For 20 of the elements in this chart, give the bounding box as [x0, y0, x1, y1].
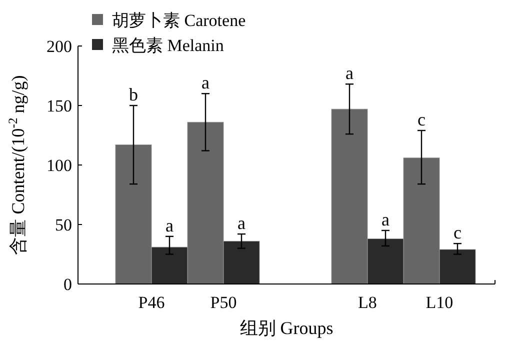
x-tick-label: P46: [138, 293, 165, 312]
annotation: a: [346, 63, 354, 84]
x-axis-title: 组别 Groups: [240, 318, 334, 338]
annotation: c: [454, 222, 462, 243]
annotation: b: [129, 84, 138, 104]
x-tick-label: L8: [358, 293, 377, 312]
y-tick-label: 50: [55, 215, 72, 234]
annotation: c: [418, 109, 426, 130]
annotation: a: [238, 213, 246, 234]
legend-label: 黑色素 Melanin: [112, 36, 224, 55]
y-tick-label: 150: [46, 96, 72, 116]
y-tick-label: 100: [46, 156, 72, 175]
annotation: a: [166, 215, 174, 236]
y-tick-label: 0: [64, 274, 72, 294]
annotation: a: [202, 72, 210, 93]
x-tick-label: P50: [210, 293, 237, 312]
x-tick-label: L10: [426, 293, 454, 312]
y-tick-label: 200: [46, 36, 72, 56]
annotation: a: [382, 209, 390, 230]
legend-label: 胡萝卜素 Carotene: [112, 10, 246, 30]
